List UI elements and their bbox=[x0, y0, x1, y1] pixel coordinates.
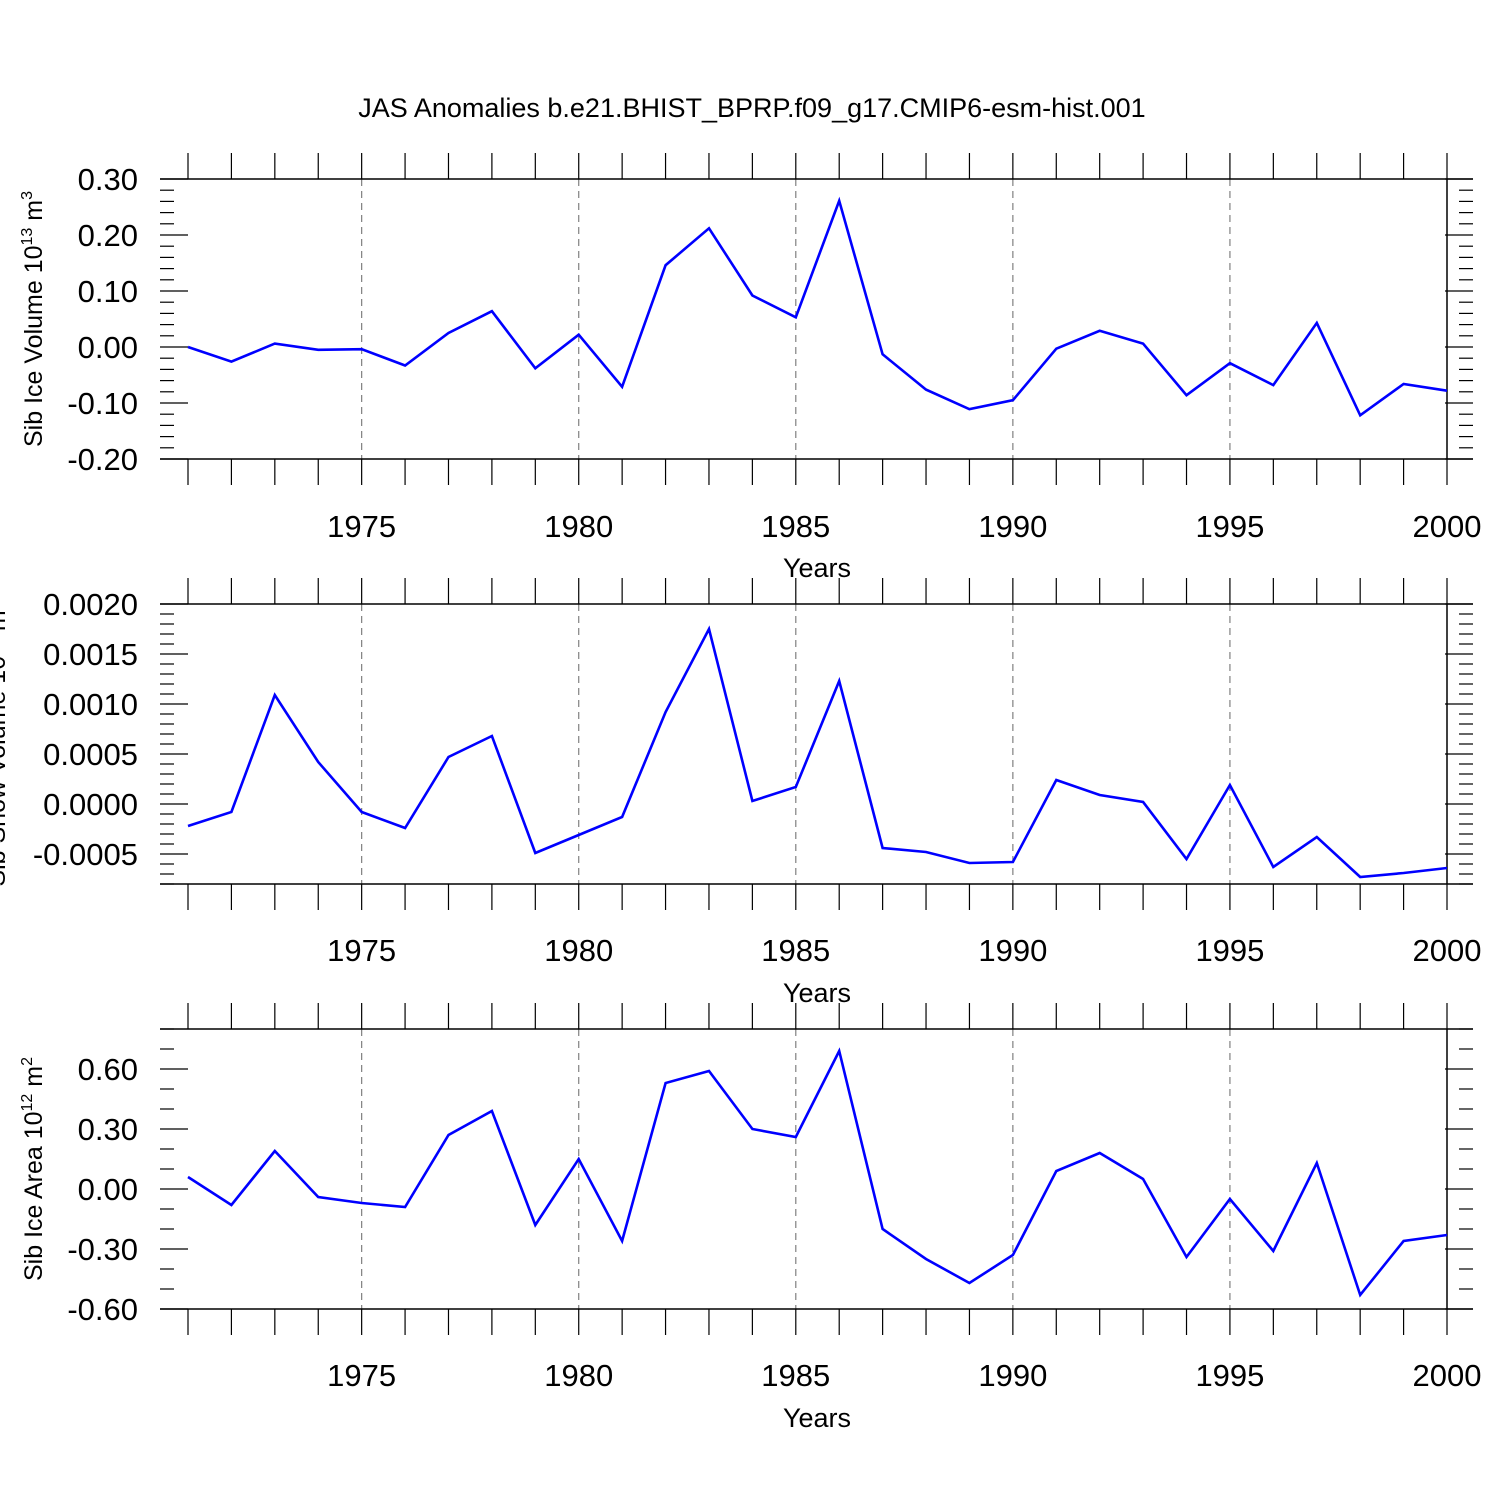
y-tick-label: -0.10 bbox=[67, 386, 138, 421]
x-tick-label: 1985 bbox=[761, 509, 830, 544]
y-tick-label: 0.0010 bbox=[43, 687, 138, 722]
x-tick-label: 1975 bbox=[327, 933, 396, 968]
x-tick-label: 1995 bbox=[1195, 1358, 1264, 1393]
series-line bbox=[187, 1047, 1448, 1298]
x-tick-label: 1980 bbox=[544, 509, 613, 544]
x-tick-label: 1985 bbox=[761, 933, 830, 968]
chart-panel-2: -0.0005 0.0000 0.0005 0.0010 0.0015 0.0020 197… bbox=[0, 578, 1481, 1008]
x-tick-label: 1995 bbox=[1195, 509, 1264, 544]
x-tick-label: 1990 bbox=[978, 509, 1047, 544]
x-tick-label: 1990 bbox=[978, 933, 1047, 968]
y-tick-label: 0.0015 bbox=[43, 637, 138, 672]
y-tick-label: -0.60 bbox=[67, 1292, 138, 1327]
y-tick-label: 0.0020 bbox=[43, 587, 138, 622]
y-tick-label: 0.10 bbox=[78, 274, 138, 309]
y-tick-label: 0.0000 bbox=[43, 787, 138, 822]
x-tick-label: 2000 bbox=[1413, 509, 1482, 544]
y-tick-label: -0.0005 bbox=[33, 837, 138, 872]
y-axis-label: Sib Ice Volume 1013 m3 bbox=[19, 191, 48, 447]
chart-panel-3: -0.60 -0.30 0.00 0.30 0.60 1975 1980 1985 1990 19… bbox=[19, 1003, 1481, 1433]
chart-panel-1: -0.20 -0.10 0.00 0.10 0.20 0.30 1975 1980 1985 19… bbox=[19, 153, 1481, 583]
x-tick-label: 2000 bbox=[1413, 1358, 1482, 1393]
y-tick-label: 0.30 bbox=[78, 162, 138, 197]
y-axis-label: Sib Ice Area 1012 m2 bbox=[19, 1057, 48, 1281]
x-tick-label: 1975 bbox=[327, 1358, 396, 1393]
x-tick-label: 1980 bbox=[544, 1358, 613, 1393]
x-axis-label: Years bbox=[783, 1403, 851, 1433]
panels: -0.20 -0.10 0.00 0.10 0.20 0.30 1975 1980 1985 19… bbox=[0, 153, 1481, 1433]
y-tick-label: -0.20 bbox=[67, 442, 138, 477]
x-axis-label: Years bbox=[783, 978, 851, 1008]
y-tick-label: 0.30 bbox=[78, 1112, 138, 1147]
y-tick-label: 0.20 bbox=[78, 218, 138, 253]
y-tick-label: 0.60 bbox=[78, 1052, 138, 1087]
x-tick-label: 1980 bbox=[544, 933, 613, 968]
series-line bbox=[187, 196, 1448, 418]
x-tick-label: 1985 bbox=[761, 1358, 830, 1393]
x-tick-label: 1975 bbox=[327, 509, 396, 544]
y-tick-label: 0.0005 bbox=[43, 737, 138, 772]
x-tick-label: 1990 bbox=[978, 1358, 1047, 1393]
figure-title: JAS Anomalies b.e21.BHIST_BPRP.f09_g17.C… bbox=[358, 93, 1145, 123]
series-line bbox=[187, 625, 1448, 879]
y-tick-label: 0.00 bbox=[78, 1172, 138, 1207]
y-tick-label: 0.00 bbox=[78, 330, 138, 365]
x-axis-label: Years bbox=[783, 553, 851, 583]
x-tick-label: 2000 bbox=[1413, 933, 1482, 968]
x-tick-label: 1995 bbox=[1195, 933, 1264, 968]
y-tick-label: -0.30 bbox=[67, 1232, 138, 1267]
y-axis-label: Sib Snow Volume 1013 m3 bbox=[0, 601, 11, 886]
